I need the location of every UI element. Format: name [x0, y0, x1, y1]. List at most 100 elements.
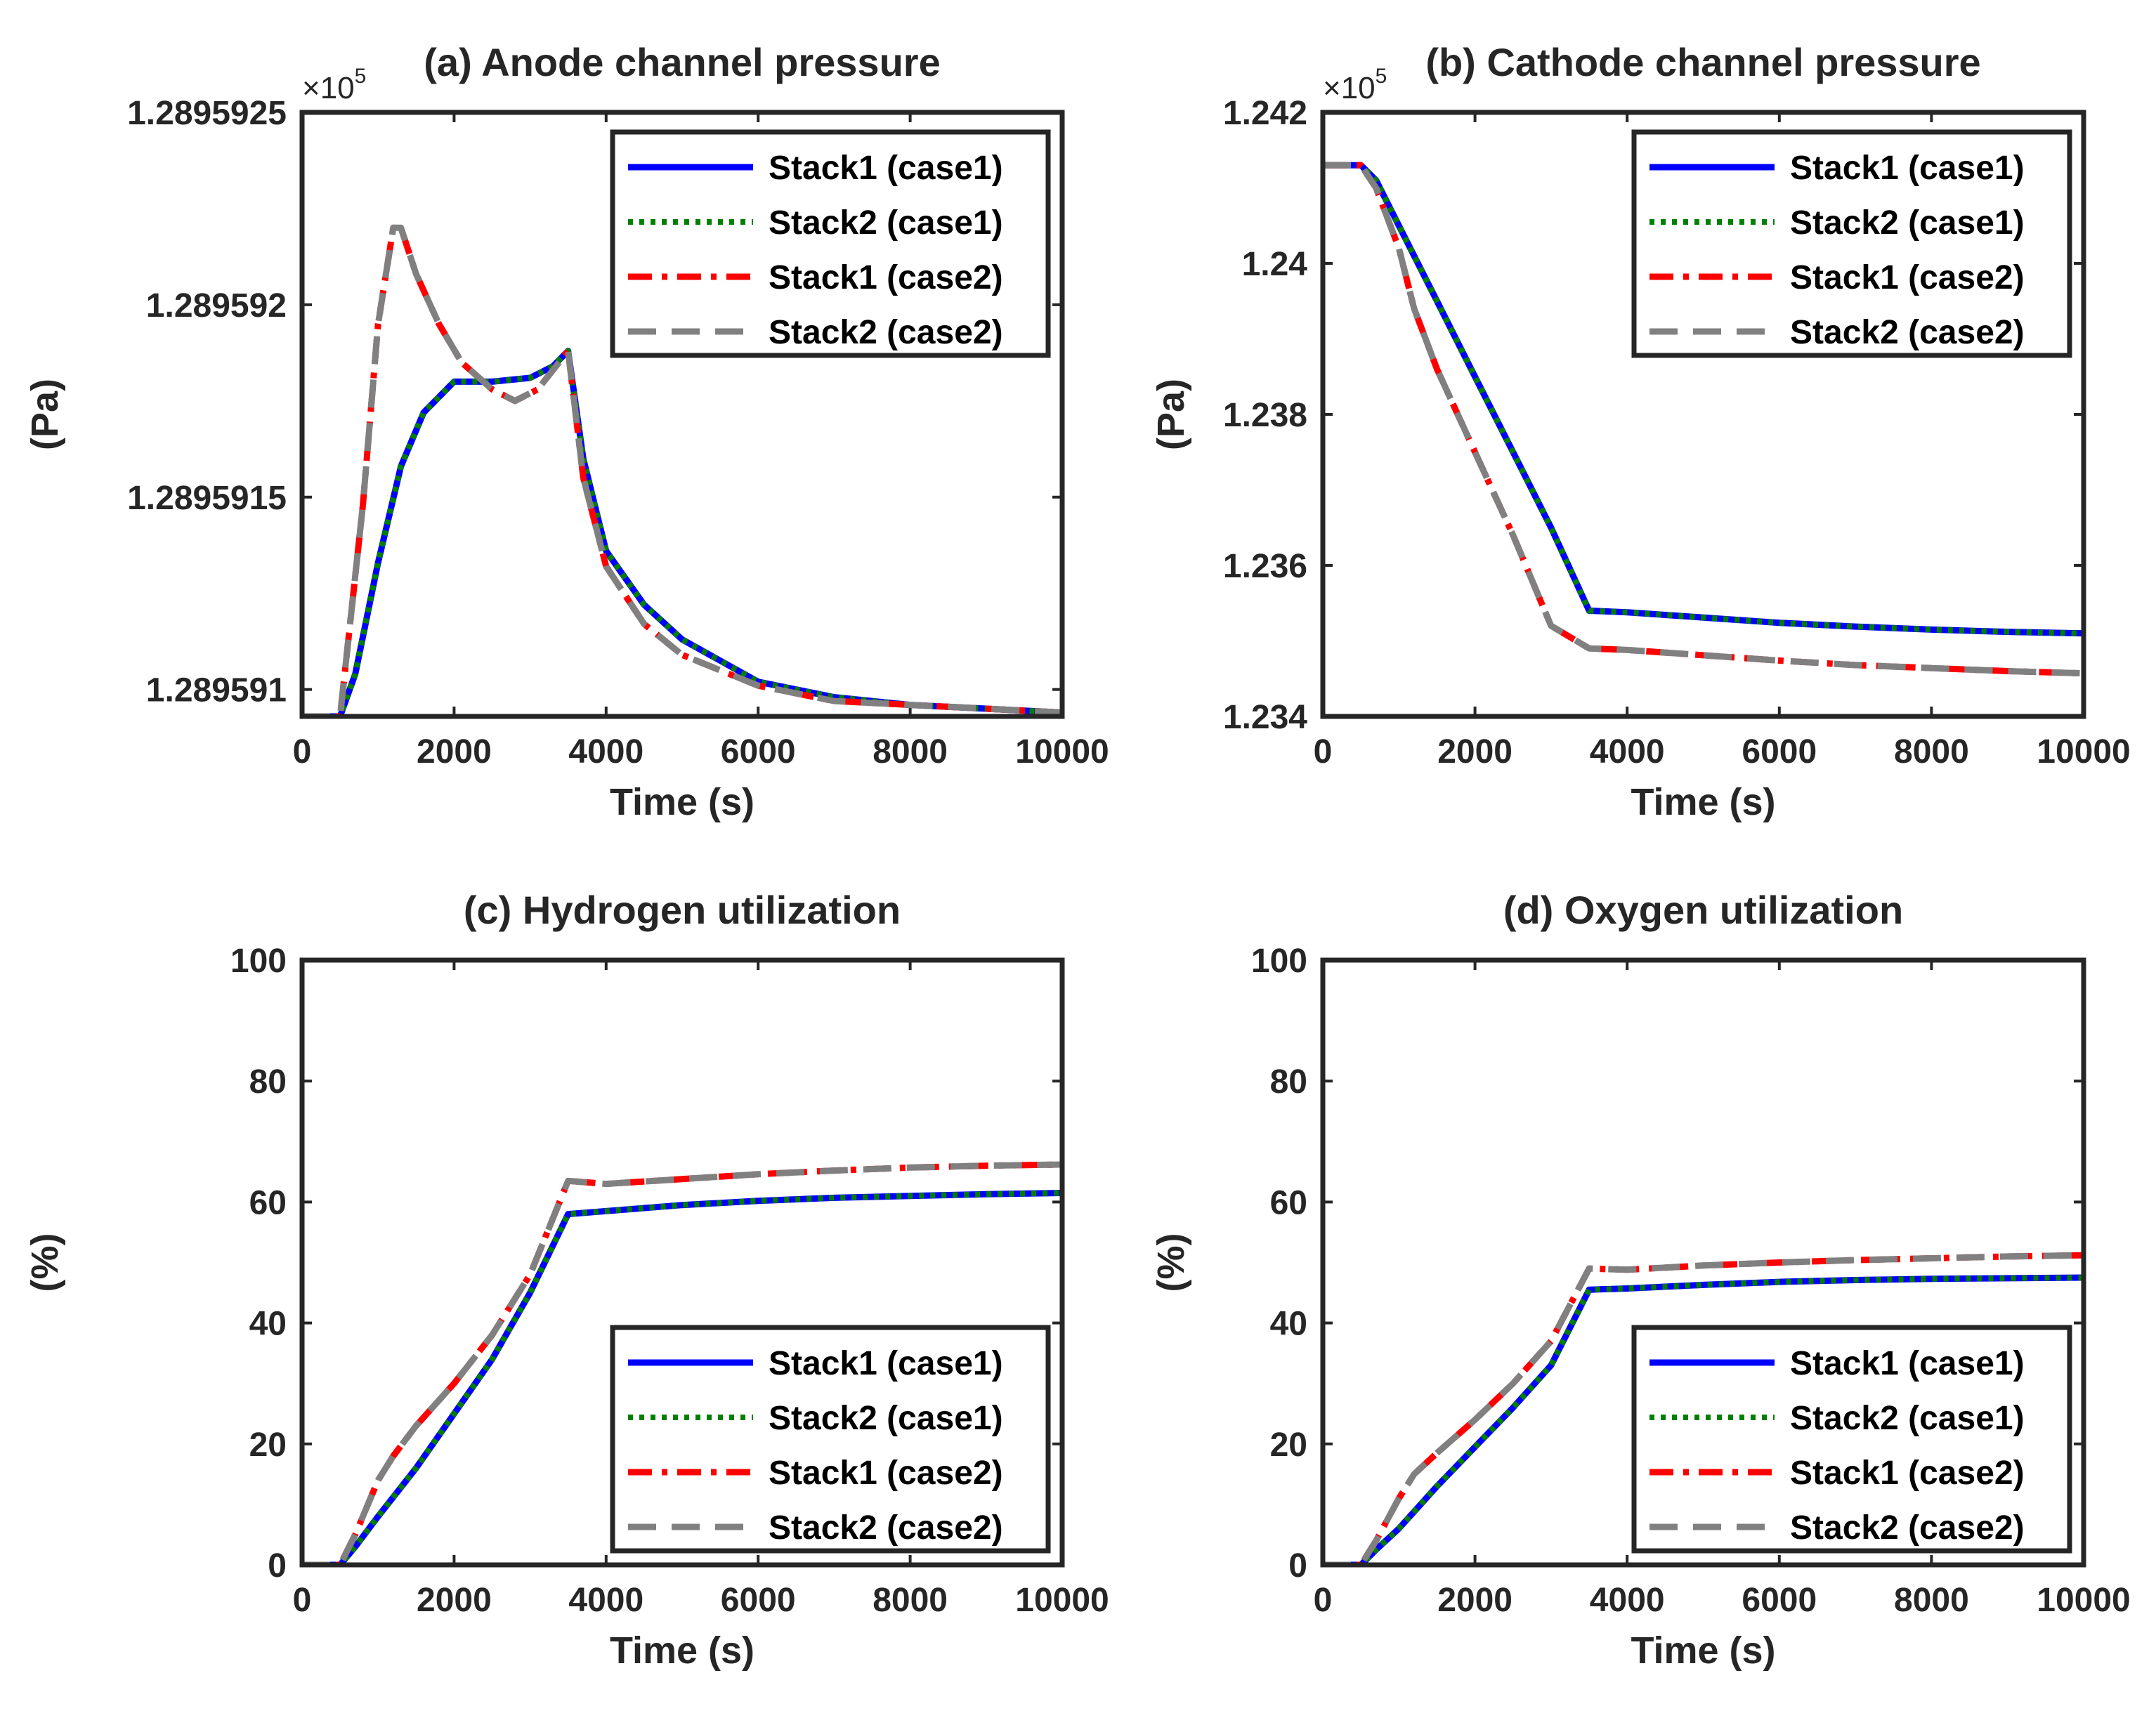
- y-tick-label: 1.2895915: [127, 480, 287, 517]
- legend-label: Stack1 (case2): [769, 1455, 1003, 1492]
- y-tick-label: 1.234: [1223, 699, 1307, 736]
- x-tick-label: 6000: [721, 1582, 796, 1619]
- y-tick-label: 0: [268, 1547, 287, 1585]
- y-tick-label: 40: [249, 1306, 287, 1343]
- legend-label: Stack1 (case1): [1790, 1345, 2025, 1382]
- legend: Stack1 (case1) Stack2 (case1) Stack1 (case…: [1631, 1325, 2072, 1554]
- legend-label: Stack2 (case1): [1790, 1400, 2025, 1437]
- legend-label: Stack2 (case2): [1790, 1509, 2025, 1547]
- y-axis-label: (%): [1150, 1233, 1192, 1292]
- axes-box: [299, 110, 1065, 719]
- legend: Stack1 (case1) Stack2 (case1) Stack1 (case…: [610, 1325, 1051, 1554]
- legend-label: Stack1 (case1): [769, 1345, 1003, 1382]
- y-tick-label: 1.238: [1223, 397, 1307, 434]
- series-line-stack2-case2: [1323, 162, 2084, 677]
- x-tick-label: 2000: [417, 1582, 492, 1619]
- axes-box: [1320, 957, 2086, 1568]
- series-line-stack2-case1: [302, 348, 1062, 716]
- x-tick-label: 8000: [873, 733, 948, 770]
- series-line-stack2-case1: [1323, 162, 2084, 636]
- x-tick-label: 2000: [1437, 733, 1513, 770]
- chart-title: (b) Cathode channel pressure: [1425, 40, 1980, 84]
- legend-label: Stack2 (case2): [769, 1509, 1003, 1547]
- series-group: [302, 1161, 1062, 1565]
- legend-label: Stack1 (case1): [769, 150, 1003, 187]
- y-tick-label: 0: [1288, 1547, 1307, 1585]
- legend-label: Stack2 (case1): [1790, 204, 2025, 242]
- legend-label: Stack1 (case2): [1790, 1455, 2025, 1492]
- x-tick-label: 10000: [2037, 733, 2130, 770]
- x-tick-label: 0: [293, 733, 312, 770]
- legend: Stack1 (case1) Stack2 (case1) Stack1 (case…: [1631, 129, 2072, 358]
- axis-multiplier: ×105: [1323, 65, 1387, 105]
- x-tick-label: 4000: [1590, 1582, 1665, 1619]
- x-axis-label: Time (s): [1631, 781, 1775, 823]
- legend-label: Stack2 (case2): [769, 314, 1003, 351]
- series-line-stack2-case2: [302, 1161, 1062, 1565]
- x-tick-label: 4000: [1590, 733, 1665, 770]
- series-group: [302, 224, 1062, 716]
- chart-title: (a) Anode channel pressure: [424, 40, 940, 84]
- x-tick-label: 8000: [1894, 733, 1969, 770]
- legend-label: Stack2 (case1): [769, 1400, 1003, 1437]
- y-tick-label: 1.2895925: [127, 95, 287, 132]
- series-line-stack1-case1: [302, 348, 1062, 716]
- series-group: [1323, 162, 2084, 677]
- x-axis-label: Time (s): [610, 1629, 754, 1672]
- y-tick-label: 100: [230, 943, 287, 980]
- legend-label: Stack2 (case1): [769, 204, 1003, 242]
- y-tick-label: 20: [1270, 1426, 1307, 1464]
- x-tick-label: 10000: [1015, 733, 1109, 770]
- x-axis-label: Time (s): [1631, 1629, 1775, 1672]
- x-tick-label: 6000: [721, 733, 796, 770]
- x-tick-label: 4000: [568, 733, 643, 770]
- x-tick-label: 0: [1314, 733, 1333, 770]
- y-tick-label: 60: [249, 1184, 287, 1221]
- axis-multiplier: ×105: [302, 65, 366, 105]
- y-tick-label: 1.242: [1223, 95, 1307, 132]
- chart-title: (d) Oxygen utilization: [1503, 888, 1903, 932]
- x-tick-label: 6000: [1742, 1582, 1817, 1619]
- panel-a: (a) Anode channel pressure 0 2000 4000 6000 8…: [24, 40, 1109, 823]
- chart-title: (c) Hydrogen utilization: [464, 888, 901, 932]
- x-tick-label: 0: [293, 1582, 312, 1619]
- y-tick-label: 80: [1270, 1063, 1307, 1101]
- x-tick-label: 0: [1314, 1582, 1333, 1619]
- legend-label: Stack1 (case2): [769, 259, 1003, 296]
- y-tick-label: 100: [1251, 943, 1307, 980]
- x-tick-label: 2000: [417, 733, 492, 770]
- x-tick-label: 10000: [2037, 1582, 2130, 1619]
- x-tick-label: 8000: [873, 1582, 948, 1619]
- x-tick-label: 8000: [1894, 1582, 1969, 1619]
- axes-box: [299, 957, 1065, 1568]
- y-axis-label: (%): [24, 1233, 66, 1292]
- x-tick-label: 4000: [568, 1582, 643, 1619]
- series-line-stack1-case1: [1323, 1274, 2084, 1565]
- panel-b: (b) Cathode channel pressure 0 2000 4000 600…: [1150, 40, 2131, 823]
- panel-d: (d) Oxygen utilization 0 2000 4000 6000 8000 1…: [1150, 888, 2131, 1672]
- series-line-stack2-case2: [302, 224, 1062, 716]
- x-tick-label: 6000: [1742, 733, 1817, 770]
- y-tick-label: 1.289592: [146, 287, 287, 324]
- y-tick-label: 60: [1270, 1184, 1307, 1221]
- series-line-stack2-case2: [1323, 1252, 2084, 1565]
- x-tick-label: 10000: [1015, 1582, 1109, 1619]
- legend: Stack1 (case1) Stack2 (case1) Stack1 (case…: [610, 129, 1051, 358]
- legend-label: Stack2 (case2): [1790, 314, 2025, 351]
- y-tick-label: 40: [1270, 1306, 1307, 1343]
- y-tick-label: 80: [249, 1063, 287, 1101]
- x-axis-label: Time (s): [610, 781, 754, 823]
- axes-box: [1320, 110, 2086, 719]
- y-axis-label: (Pa): [24, 379, 66, 450]
- x-tick-label: 2000: [1437, 1582, 1513, 1619]
- legend-label: Stack1 (case1): [1790, 150, 2025, 187]
- y-tick-label: 1.24: [1242, 246, 1308, 283]
- series-line-stack2-case1: [302, 1190, 1062, 1565]
- y-tick-label: 20: [249, 1426, 287, 1464]
- y-tick-label: 1.236: [1223, 548, 1307, 585]
- y-axis-label: (Pa): [1150, 379, 1192, 450]
- y-tick-label: 1.289591: [146, 672, 287, 709]
- series-group: [1323, 1252, 2084, 1565]
